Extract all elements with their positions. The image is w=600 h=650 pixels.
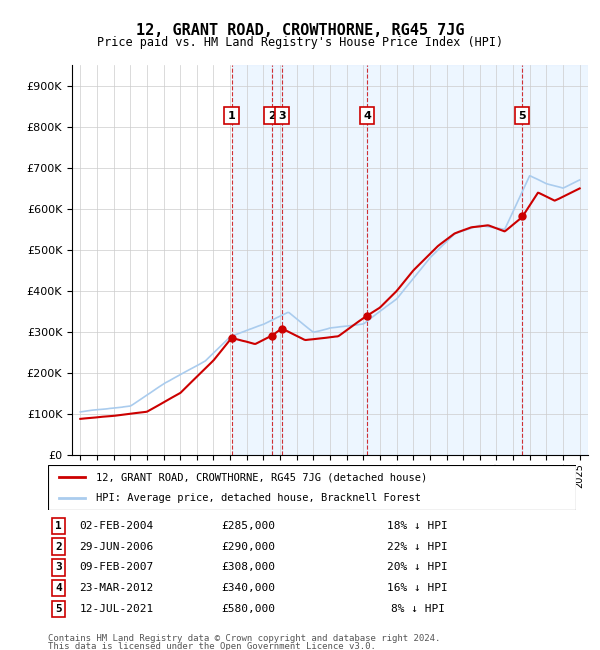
Text: 12-JUL-2021: 12-JUL-2021	[80, 604, 154, 614]
Text: 2: 2	[55, 542, 62, 552]
Text: 29-JUN-2006: 29-JUN-2006	[80, 542, 154, 552]
Text: 5: 5	[55, 604, 62, 614]
Text: 09-FEB-2007: 09-FEB-2007	[80, 562, 154, 573]
Text: This data is licensed under the Open Government Licence v3.0.: This data is licensed under the Open Gov…	[48, 642, 376, 650]
Text: 3: 3	[278, 111, 286, 121]
Text: 2: 2	[268, 111, 275, 121]
Text: £308,000: £308,000	[221, 562, 275, 573]
Text: £580,000: £580,000	[221, 604, 275, 614]
Text: 4: 4	[55, 583, 62, 593]
Text: 4: 4	[363, 111, 371, 121]
FancyBboxPatch shape	[48, 465, 576, 510]
Text: 20% ↓ HPI: 20% ↓ HPI	[387, 562, 448, 573]
Text: 16% ↓ HPI: 16% ↓ HPI	[387, 583, 448, 593]
Text: 23-MAR-2012: 23-MAR-2012	[80, 583, 154, 593]
Text: £290,000: £290,000	[221, 542, 275, 552]
Text: 12, GRANT ROAD, CROWTHORNE, RG45 7JG: 12, GRANT ROAD, CROWTHORNE, RG45 7JG	[136, 23, 464, 38]
Text: 8% ↓ HPI: 8% ↓ HPI	[391, 604, 445, 614]
Text: 3: 3	[55, 562, 62, 573]
Text: HPI: Average price, detached house, Bracknell Forest: HPI: Average price, detached house, Brac…	[95, 493, 421, 502]
Text: 5: 5	[518, 111, 526, 121]
Bar	[272, 65, 282, 455]
Text: 12, GRANT ROAD, CROWTHORNE, RG45 7JG (detached house): 12, GRANT ROAD, CROWTHORNE, RG45 7JG (de…	[95, 473, 427, 482]
Bar	[282, 65, 367, 455]
Bar	[522, 65, 588, 455]
Bar	[367, 65, 522, 455]
Text: 1: 1	[55, 521, 62, 531]
Text: 22% ↓ HPI: 22% ↓ HPI	[387, 542, 448, 552]
Text: Contains HM Land Registry data © Crown copyright and database right 2024.: Contains HM Land Registry data © Crown c…	[48, 634, 440, 643]
Text: £285,000: £285,000	[221, 521, 275, 531]
Text: 18% ↓ HPI: 18% ↓ HPI	[387, 521, 448, 531]
Text: £340,000: £340,000	[221, 583, 275, 593]
Text: 1: 1	[228, 111, 236, 121]
Text: Price paid vs. HM Land Registry's House Price Index (HPI): Price paid vs. HM Land Registry's House …	[97, 36, 503, 49]
Text: 02-FEB-2004: 02-FEB-2004	[80, 521, 154, 531]
Bar	[232, 65, 272, 455]
